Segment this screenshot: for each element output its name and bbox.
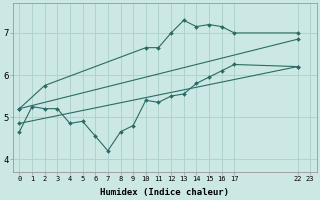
X-axis label: Humidex (Indice chaleur): Humidex (Indice chaleur) [100,188,229,197]
